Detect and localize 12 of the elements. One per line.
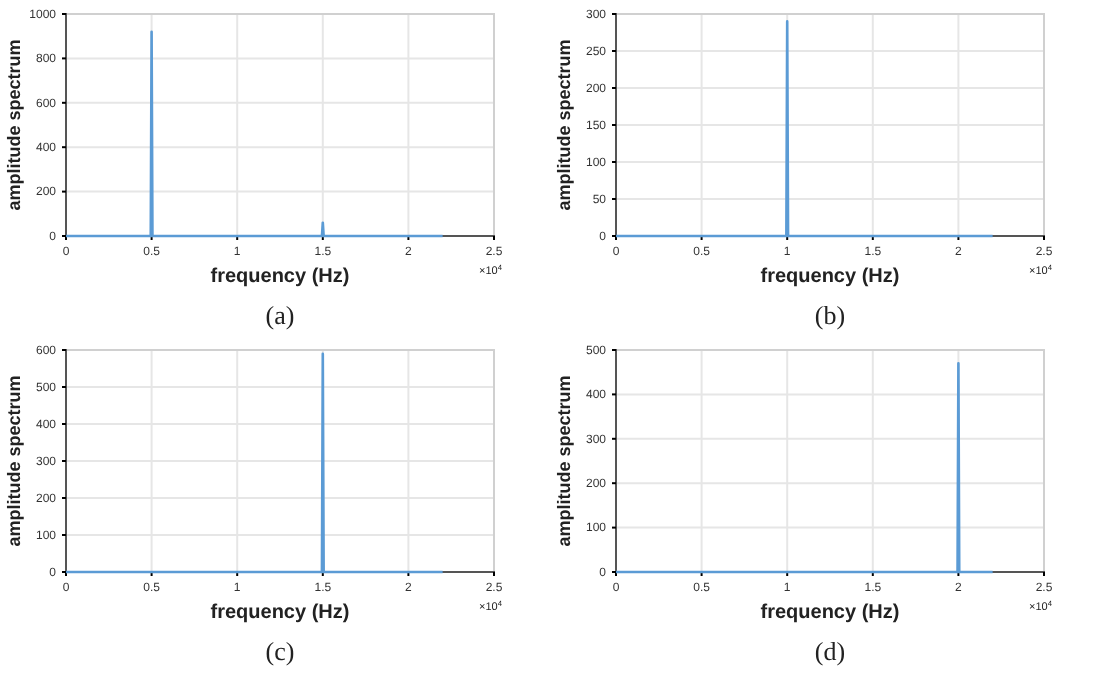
- text: (c): [265, 636, 295, 666]
- x-axis-title: frequency (Hz): [210, 266, 350, 288]
- x-axis-title: frequency (Hz): [210, 602, 350, 624]
- y-axis-title: amplitude spectrum: [554, 39, 574, 211]
- y-axis-title: amplitude spectrum: [4, 39, 24, 211]
- y-axis-title: amplitude spectrum: [4, 375, 24, 547]
- text: (d): [814, 636, 846, 666]
- x-axis-title: frequency (Hz): [760, 602, 900, 624]
- x-axis-title: frequency (Hz): [760, 266, 900, 288]
- y-axis-title: amplitude spectrum: [554, 375, 574, 547]
- text: (a): [265, 300, 295, 330]
- text: (b): [814, 300, 846, 330]
